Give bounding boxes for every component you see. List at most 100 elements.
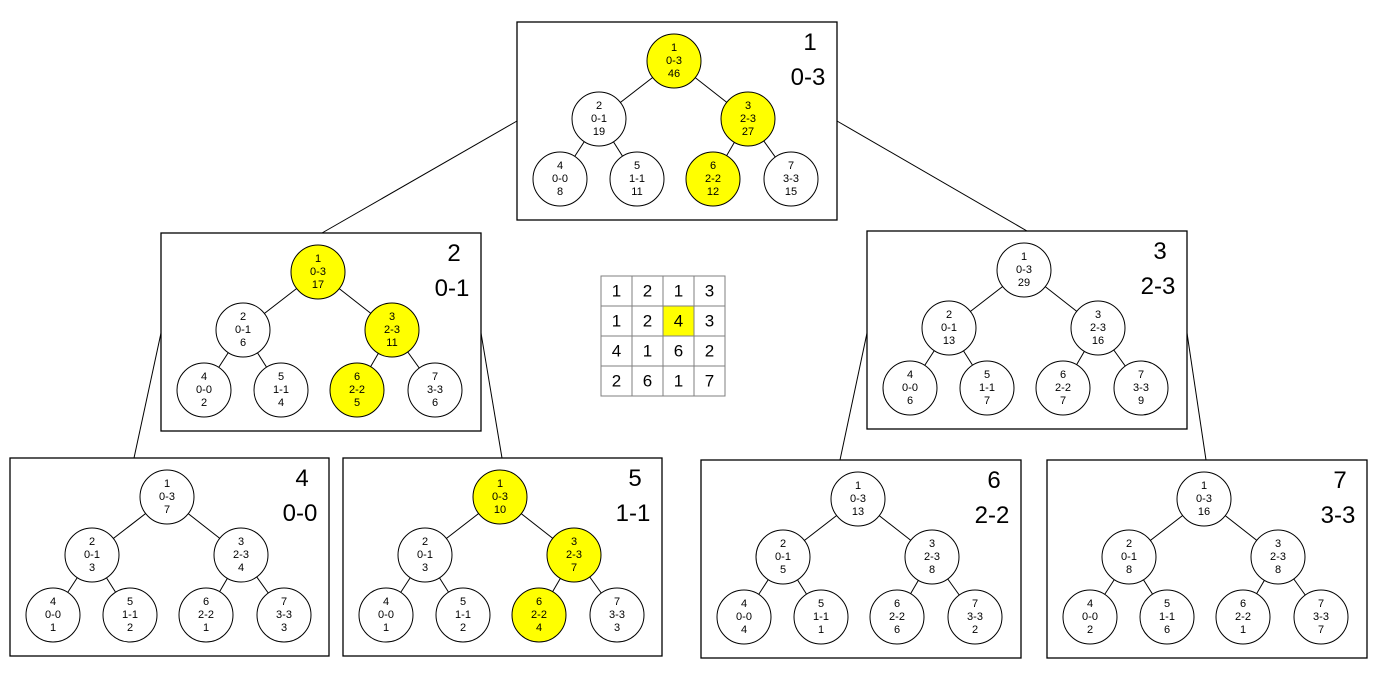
tree-node-circle xyxy=(213,527,269,583)
tree-node-range: 0-3 xyxy=(1016,264,1032,276)
tree-node-index: 3 xyxy=(745,100,751,112)
tree-node-range: 1-1 xyxy=(455,609,471,621)
tree-node: 51-11 xyxy=(793,589,849,645)
tree-box-range: 3-3 xyxy=(1321,502,1356,529)
parent-child-connector xyxy=(480,332,503,459)
tree-node-circle xyxy=(1250,529,1306,585)
tree-node-value: 2 xyxy=(201,397,207,409)
tree-node-value: 6 xyxy=(432,397,438,409)
tree-node-circle xyxy=(215,302,271,358)
tree-node: 20-119 xyxy=(571,91,627,147)
parent-child-connector xyxy=(133,332,162,459)
tree-node-range: 0-1 xyxy=(417,549,433,561)
tree-node-value: 1 xyxy=(383,622,389,634)
tree-box-range: 2-3 xyxy=(1141,273,1176,300)
tree-node: 40-02 xyxy=(176,362,232,418)
tree-node-circle xyxy=(1070,300,1126,356)
tree-node-circle xyxy=(253,362,309,418)
tree-node-circle xyxy=(290,244,346,300)
tree-node: 51-17 xyxy=(959,360,1015,416)
tree-node-range: 2-3 xyxy=(924,551,940,563)
tree-node-range: 1-1 xyxy=(813,611,829,623)
tree-node-circle xyxy=(435,587,491,643)
tree-node-circle xyxy=(882,360,938,416)
tree-node-range: 0-3 xyxy=(492,491,508,503)
tree-node-index: 2 xyxy=(596,100,602,112)
tree-box-id: 6 xyxy=(987,467,1000,494)
tree-node-index: 3 xyxy=(571,536,577,548)
tree-node-range: 2-2 xyxy=(889,611,905,623)
tree-node-index: 6 xyxy=(1240,598,1246,610)
tree-node-circle xyxy=(511,587,567,643)
tree-node-value: 11 xyxy=(386,337,397,349)
tree-node-value: 7 xyxy=(1060,395,1066,407)
tree-node: 10-313 xyxy=(830,471,886,527)
tree-node: 40-01 xyxy=(25,587,81,643)
tree-node-circle xyxy=(25,587,81,643)
matrix-cell-value: 1 xyxy=(674,282,683,301)
matrix-cell-value: 1 xyxy=(612,282,621,301)
tree-node: 32-34 xyxy=(213,527,269,583)
tree-node-circle xyxy=(546,527,602,583)
tree-node-range: 2-3 xyxy=(1090,322,1106,334)
tree-node: 32-38 xyxy=(1250,529,1306,585)
tree-node: 73-37 xyxy=(1293,589,1349,645)
tree-node-circle xyxy=(685,151,741,207)
tree-box-range: 1-1 xyxy=(616,500,651,527)
tree-node-value: 9 xyxy=(1138,395,1144,407)
tree-node: 32-37 xyxy=(546,527,602,583)
tree-node-value: 4 xyxy=(741,624,747,636)
tree-node: 51-12 xyxy=(435,587,491,643)
tree-node: 73-39 xyxy=(1113,360,1169,416)
tree-node-range: 0-1 xyxy=(941,322,957,334)
tree-node-index: 5 xyxy=(460,596,466,608)
tree-node-range: 0-1 xyxy=(84,549,100,561)
matrix-cell-bg xyxy=(693,305,726,337)
tree-box-id: 2 xyxy=(447,240,460,267)
tree-node-value: 3 xyxy=(422,562,428,574)
tree-node-value: 2 xyxy=(972,624,978,636)
tree-node: 10-346 xyxy=(646,33,702,89)
matrix-cell-value: 4 xyxy=(612,342,621,361)
tree-node-value: 6 xyxy=(1164,624,1170,636)
tree-node-circle xyxy=(1293,589,1349,645)
tree-node-range: 0-0 xyxy=(552,173,568,185)
tree-node-circle xyxy=(996,242,1052,298)
tree-box-id: 3 xyxy=(1153,238,1166,265)
tree-node: 73-33 xyxy=(256,587,312,643)
tree-node: 32-327 xyxy=(720,91,776,147)
matrix-cell-value: 1 xyxy=(674,372,683,391)
tree-node-value: 7 xyxy=(1318,624,1324,636)
matrix-cell-value: 3 xyxy=(705,282,714,301)
tree-node: 40-04 xyxy=(716,589,772,645)
tree-node-value: 3 xyxy=(89,562,95,574)
tree-node: 73-315 xyxy=(763,151,819,207)
tree-node-value: 4 xyxy=(536,622,542,634)
tree-node-range: 2-3 xyxy=(1270,551,1286,563)
tree-node-value: 2 xyxy=(460,622,466,634)
tree-node-range: 0-3 xyxy=(1196,493,1212,505)
tree-node-value: 29 xyxy=(1018,277,1030,289)
tree-node-value: 12 xyxy=(707,186,719,198)
value-matrix: 1 2 1 3 1 2 4 3 4 1 6 2 2 6 1 7 xyxy=(600,275,726,397)
tree-box-range: 0-0 xyxy=(283,500,318,527)
tree-node-range: 2-2 xyxy=(1235,611,1251,623)
matrix-cell: 2 xyxy=(631,275,664,307)
tree-node-circle xyxy=(256,587,312,643)
tree-node-value: 1 xyxy=(1240,624,1246,636)
tree-node-value: 1 xyxy=(50,622,56,634)
tree-node-circle xyxy=(921,300,977,356)
tree-node-circle xyxy=(904,529,960,585)
tree-node-index: 3 xyxy=(929,538,935,550)
tree-node: 20-16 xyxy=(215,302,271,358)
tree-node: 10-37 xyxy=(139,469,195,525)
tree-node: 20-113 xyxy=(921,300,977,356)
tree-node: 40-01 xyxy=(358,587,414,643)
tree-node: 32-311 xyxy=(364,302,420,358)
tree-node: 51-12 xyxy=(102,587,158,643)
matrix-cell: 3 xyxy=(693,305,726,337)
tree-node-range: 3-3 xyxy=(1313,611,1329,623)
tree-boxes: 10-310-34620-11932-32740-0851-11162-2127… xyxy=(9,21,1368,659)
